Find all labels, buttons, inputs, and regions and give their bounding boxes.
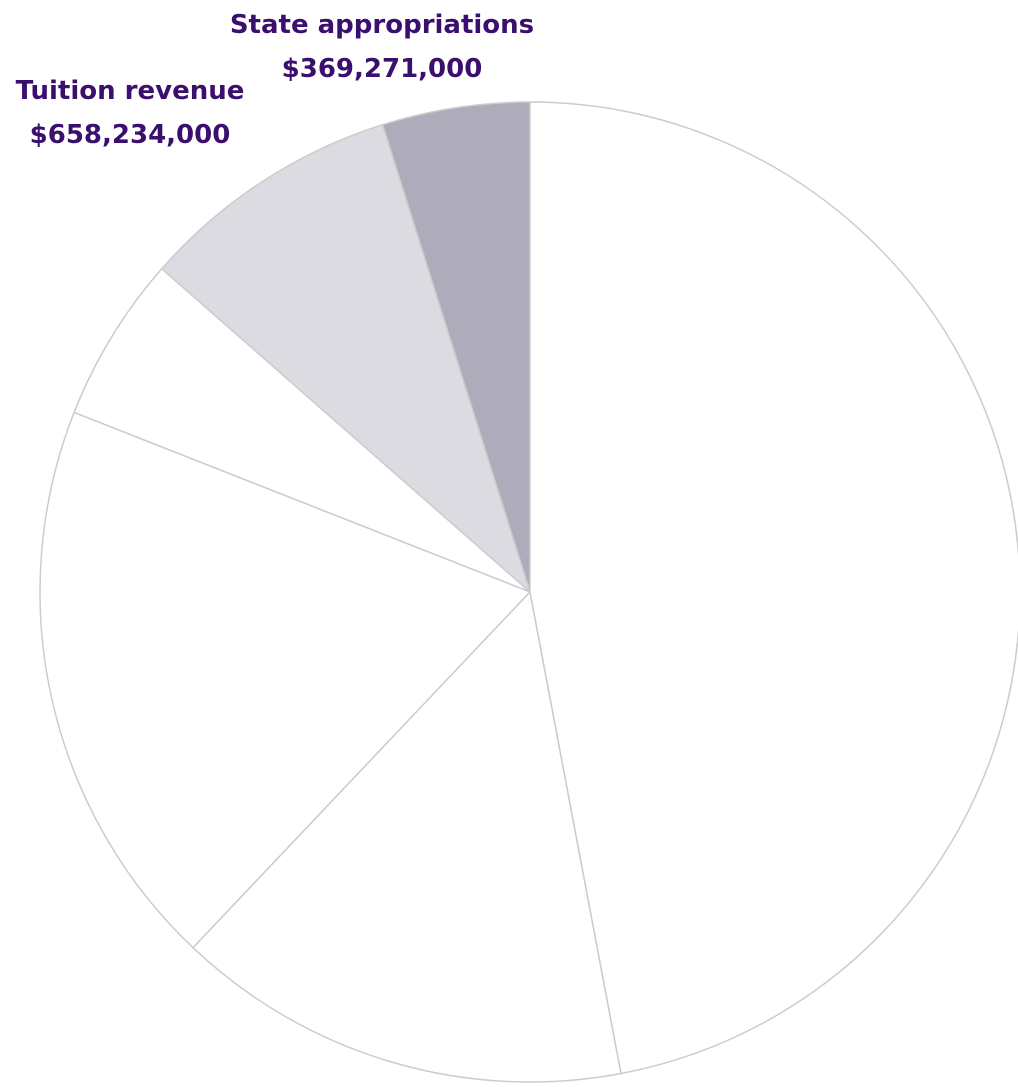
pie-slice-3	[39, 411, 532, 949]
pie-slice-5	[529, 101, 1018, 1075]
pie-slices	[39, 101, 1018, 1083]
pie-labels: State appropriations $369,271,000 Tuitio…	[16, 10, 535, 150]
tuition-revenue-label: Tuition revenue	[16, 76, 245, 106]
tuition-revenue-value: $658,234,000	[30, 120, 231, 150]
state-appropriations-value: $369,271,000	[282, 54, 483, 84]
pie-slice-0	[381, 101, 531, 593]
pie-slice-1	[160, 123, 532, 595]
state-appropriations-label: State appropriations	[230, 10, 534, 40]
pie-slice-4	[191, 590, 622, 1083]
pie-slice-2	[73, 267, 531, 593]
